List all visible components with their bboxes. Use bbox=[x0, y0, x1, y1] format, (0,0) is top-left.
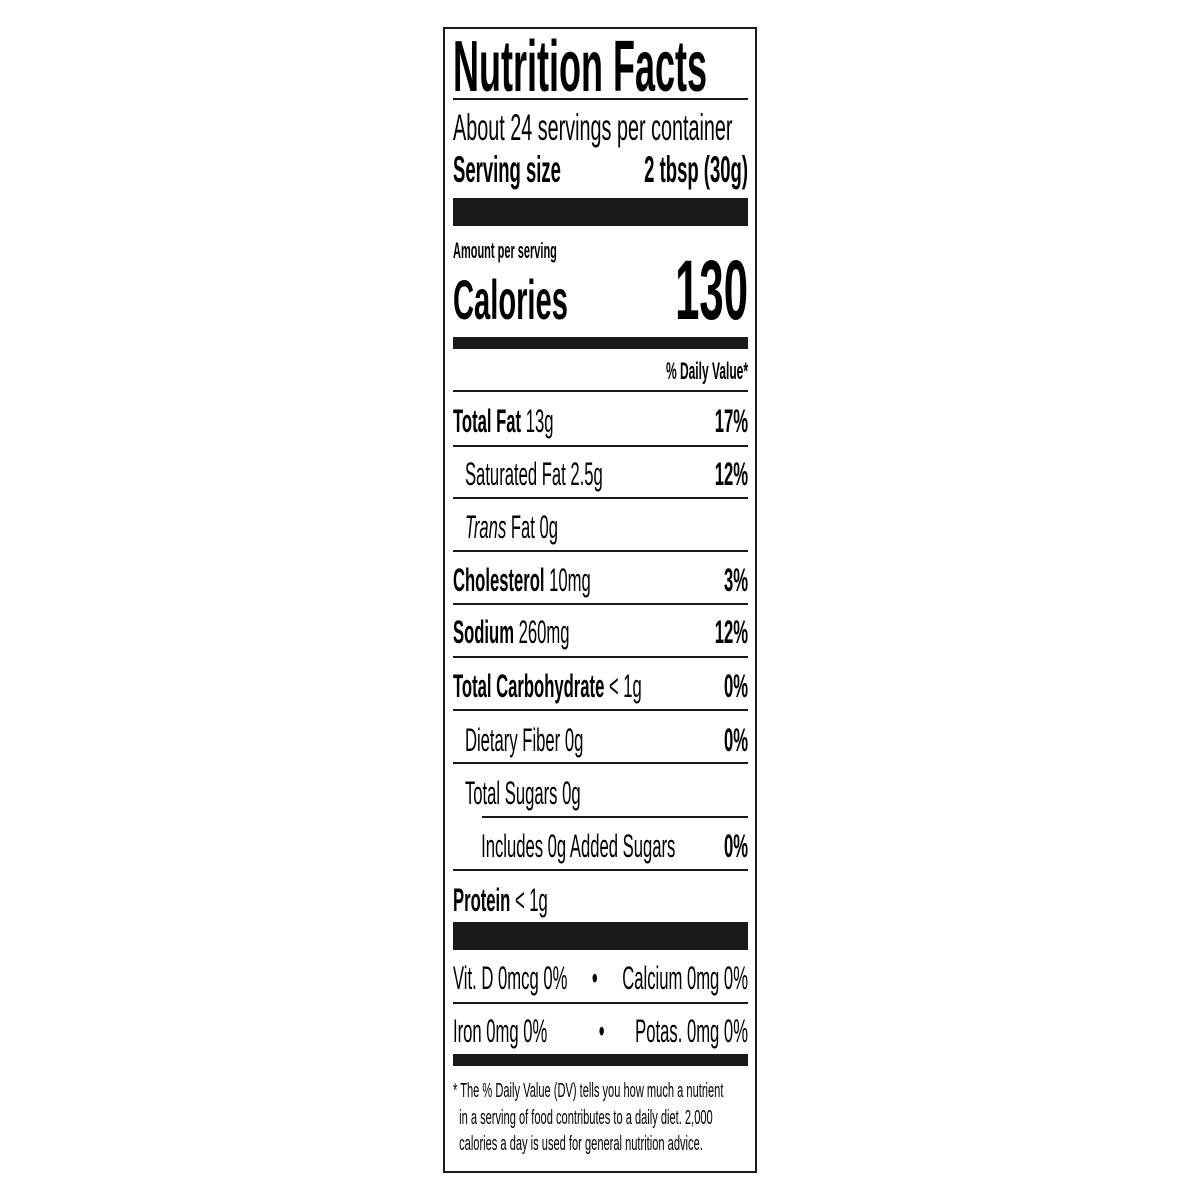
medium-bar bbox=[453, 337, 748, 349]
footnote-line: in a serving of food contributes to a da… bbox=[459, 1106, 713, 1129]
divider bbox=[453, 390, 748, 392]
calcium: Calcium 0mg 0% bbox=[622, 960, 748, 996]
nutrient-name: Dietary Fiber bbox=[464, 722, 561, 758]
nutrient-name-suffix: Fat bbox=[510, 509, 535, 545]
nutrient-amount: < 1g bbox=[514, 882, 548, 918]
footnote-line: calories a day is used for general nutri… bbox=[459, 1133, 703, 1155]
nutrient-dv: 17% bbox=[714, 403, 748, 439]
potassium: Potas. 0mg 0% bbox=[635, 1013, 748, 1049]
medium-bar bbox=[453, 1054, 748, 1066]
iron: Iron 0mg 0% bbox=[453, 1013, 548, 1049]
nutrient-dv: 0% bbox=[723, 668, 748, 704]
nutrient-amount: 0g bbox=[564, 722, 584, 758]
nutrient-name: Total Sugars bbox=[464, 775, 558, 811]
servings-per-container: About 24 servings per container bbox=[453, 107, 733, 148]
bullet-separator: • bbox=[591, 960, 598, 996]
calories-value: 130 bbox=[675, 243, 748, 337]
nutrient-amount: 0g bbox=[562, 775, 581, 811]
daily-value-header: % Daily Value* bbox=[665, 358, 748, 385]
nutrient-name: Sodium bbox=[453, 614, 515, 650]
divider bbox=[453, 497, 748, 499]
nutrient-dv: 0% bbox=[723, 828, 748, 864]
divider-indented bbox=[482, 816, 748, 818]
nutrient-amount: < 1g bbox=[608, 668, 642, 704]
divider bbox=[453, 1002, 748, 1004]
nutrient-name: Protein bbox=[453, 882, 511, 918]
divider bbox=[453, 656, 748, 658]
divider bbox=[453, 445, 748, 447]
nutrient-name: Trans bbox=[464, 509, 507, 545]
nutrient-name: Cholesterol bbox=[453, 562, 545, 598]
amount-per-serving: Amount per serving bbox=[453, 238, 557, 263]
divider bbox=[453, 762, 748, 764]
thick-bar bbox=[453, 198, 748, 226]
divider bbox=[453, 98, 748, 100]
divider bbox=[453, 550, 748, 552]
nutrient-dv: 3% bbox=[723, 562, 748, 598]
serving-size-label: Serving size bbox=[453, 149, 561, 190]
nutrient-amount: 260mg bbox=[518, 614, 570, 650]
nutrient-amount: 13g bbox=[525, 403, 554, 439]
footnote-line: * The % Daily Value (DV) tells you how m… bbox=[453, 1080, 724, 1102]
thick-bar bbox=[453, 922, 748, 950]
nutrient-dv: 12% bbox=[714, 456, 748, 492]
nutrition-facts-label bbox=[443, 27, 757, 1173]
nutrient-amount: 0g bbox=[539, 509, 559, 545]
divider bbox=[453, 709, 748, 711]
divider bbox=[453, 869, 748, 871]
divider bbox=[453, 603, 748, 605]
nutrient-amount: 2.5g bbox=[570, 456, 603, 492]
bullet-separator: • bbox=[598, 1013, 605, 1049]
nutrient-amount: 10mg bbox=[549, 562, 591, 598]
nutrient-name: Total Fat bbox=[453, 403, 522, 439]
nutrient-dv: 0% bbox=[723, 722, 748, 758]
nutrient-name: Total Carbohydrate bbox=[453, 668, 605, 704]
calories-label: Calories bbox=[453, 268, 568, 331]
nutrient-name: Includes 0g Added Sugars bbox=[481, 828, 676, 864]
label-title: Nutrition Facts bbox=[453, 27, 708, 107]
nutrient-name: Saturated Fat bbox=[464, 456, 566, 492]
vitamin-d: Vit. D 0mcg 0% bbox=[453, 960, 568, 996]
nutrient-dv: 12% bbox=[714, 614, 748, 650]
serving-size-value: 2 tbsp (30g) bbox=[644, 149, 748, 190]
